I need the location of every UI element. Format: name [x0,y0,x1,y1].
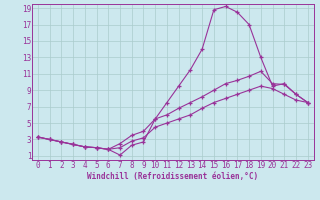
X-axis label: Windchill (Refroidissement éolien,°C): Windchill (Refroidissement éolien,°C) [87,172,258,181]
